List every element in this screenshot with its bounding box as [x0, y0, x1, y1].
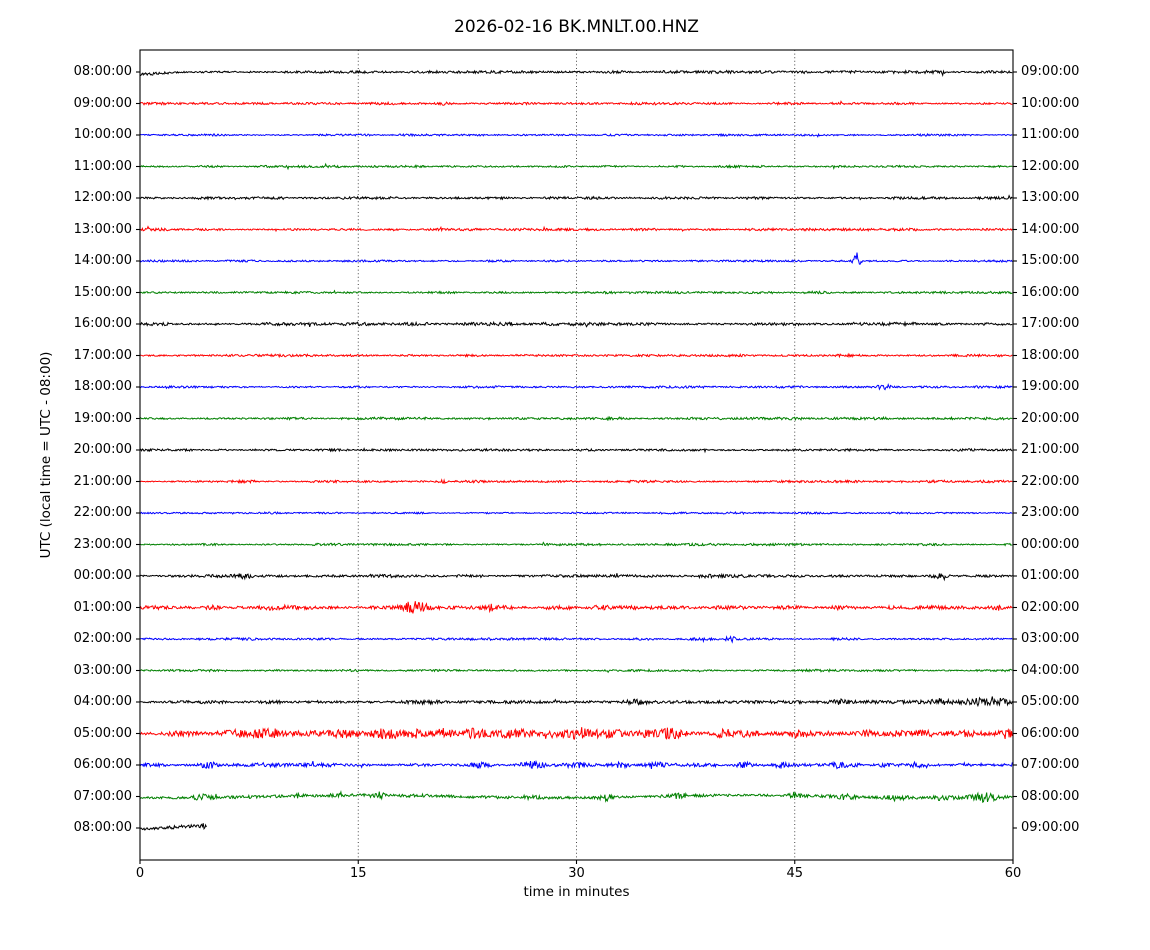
x-axis-label: time in minutes	[523, 884, 630, 900]
seismogram-trace-08:00:00	[139, 69, 1013, 77]
left-time-label: 20:00:00	[73, 442, 132, 457]
seismogram-trace-17:00:00	[139, 352, 1013, 359]
left-time-label: 19:00:00	[73, 410, 132, 426]
x-tick-label: 45	[786, 866, 804, 881]
right-time-label: 17:00:00	[1021, 316, 1080, 331]
right-time-label: 23:00:00	[1021, 505, 1080, 520]
seismogram-trace-14:00:00	[139, 252, 1013, 265]
left-time-label: 22:00:00	[73, 505, 132, 520]
right-time-label: 20:00:00	[1021, 410, 1080, 426]
seismogram-trace-21:00:00	[139, 478, 1013, 485]
seismogram-trace-08:00:00	[139, 823, 207, 831]
right-time-label: 06:00:00	[1021, 725, 1080, 741]
right-time-label: 16:00:00	[1021, 284, 1080, 300]
left-time-label: 06:00:00	[73, 757, 132, 772]
right-time-label: 11:00:00	[1021, 127, 1080, 142]
seismogram-trace-19:00:00	[139, 415, 1013, 422]
right-time-label: 09:00:00	[1021, 64, 1080, 79]
right-time-label: 12:00:00	[1021, 158, 1080, 174]
left-time-label: 14:00:00	[73, 253, 132, 268]
right-time-label: 05:00:00	[1021, 694, 1080, 709]
left-time-label: 03:00:00	[73, 662, 132, 678]
seismogram-trace-18:00:00	[139, 382, 1013, 391]
left-time-label: 02:00:00	[73, 631, 132, 646]
right-time-label: 08:00:00	[1021, 788, 1080, 804]
right-time-label: 04:00:00	[1021, 662, 1080, 678]
x-tick-label: 30	[568, 866, 585, 881]
seismogram-trace-15:00:00	[139, 289, 1013, 295]
seismogram-trace-13:00:00	[139, 225, 1013, 233]
seismogram-trace-11:00:00	[139, 162, 1013, 171]
left-time-label: 08:00:00	[73, 820, 132, 835]
right-time-label: 15:00:00	[1021, 253, 1080, 268]
left-time-label: 04:00:00	[73, 694, 132, 709]
x-tick-label: 60	[1004, 866, 1022, 881]
x-tick-label: 15	[349, 866, 367, 881]
left-time-label: 08:00:00	[73, 64, 132, 79]
right-time-label: 10:00:00	[1021, 95, 1080, 111]
left-time-label: 21:00:00	[73, 473, 132, 489]
seismogram-trace-06:00:00	[139, 759, 1013, 770]
left-time-label: 09:00:00	[73, 95, 132, 111]
right-time-label: 13:00:00	[1021, 190, 1080, 205]
right-time-label: 22:00:00	[1021, 473, 1080, 489]
seismogram-trace-02:00:00	[139, 635, 1013, 644]
right-time-label: 01:00:00	[1021, 568, 1080, 583]
left-time-label: 01:00:00	[73, 599, 132, 615]
left-time-label: 15:00:00	[73, 284, 132, 300]
seismogram-trace-16:00:00	[139, 320, 1013, 328]
seismogram-trace-22:00:00	[139, 511, 1013, 516]
seismogram-trace-07:00:00	[139, 790, 1013, 804]
seismogram-trace-23:00:00	[139, 541, 1013, 547]
left-time-label: 13:00:00	[73, 221, 132, 237]
left-time-label: 23:00:00	[73, 536, 132, 552]
left-time-label: 17:00:00	[73, 347, 132, 363]
left-time-label: 10:00:00	[73, 127, 132, 142]
seismogram-trace-10:00:00	[139, 132, 1013, 138]
chart-title: 2026-02-16 BK.MNLT.00.HNZ	[454, 17, 699, 37]
left-time-label: 16:00:00	[73, 316, 132, 331]
seismogram-trace-12:00:00	[140, 194, 1013, 201]
seismogram-trace-04:00:00	[139, 696, 1013, 708]
right-time-label: 19:00:00	[1021, 379, 1080, 394]
right-time-label: 03:00:00	[1021, 631, 1080, 646]
right-time-label: 00:00:00	[1021, 536, 1080, 552]
right-time-label: 14:00:00	[1021, 221, 1080, 237]
right-time-label: 09:00:00	[1021, 820, 1080, 835]
right-time-label: 18:00:00	[1021, 347, 1080, 363]
left-time-label: 00:00:00	[73, 568, 132, 583]
left-time-label: 05:00:00	[73, 725, 132, 741]
right-time-label: 21:00:00	[1021, 442, 1080, 457]
seismogram-trace-00:00:00	[139, 572, 1013, 582]
left-time-label: 07:00:00	[73, 788, 132, 804]
left-time-label: 18:00:00	[73, 379, 132, 394]
seismogram-trace-09:00:00	[139, 100, 1013, 107]
seismogram-trace-03:00:00	[139, 667, 1013, 674]
x-tick-label: 0	[135, 866, 145, 881]
right-time-label: 07:00:00	[1021, 757, 1080, 772]
left-time-label: 12:00:00	[73, 190, 132, 205]
seismogram-trace-01:00:00	[139, 601, 1013, 614]
left-time-label: 11:00:00	[73, 158, 132, 174]
right-time-label: 02:00:00	[1021, 599, 1080, 615]
seismogram-trace-05:00:00	[139, 727, 1013, 740]
seismogram-trace-20:00:00	[139, 447, 1013, 454]
